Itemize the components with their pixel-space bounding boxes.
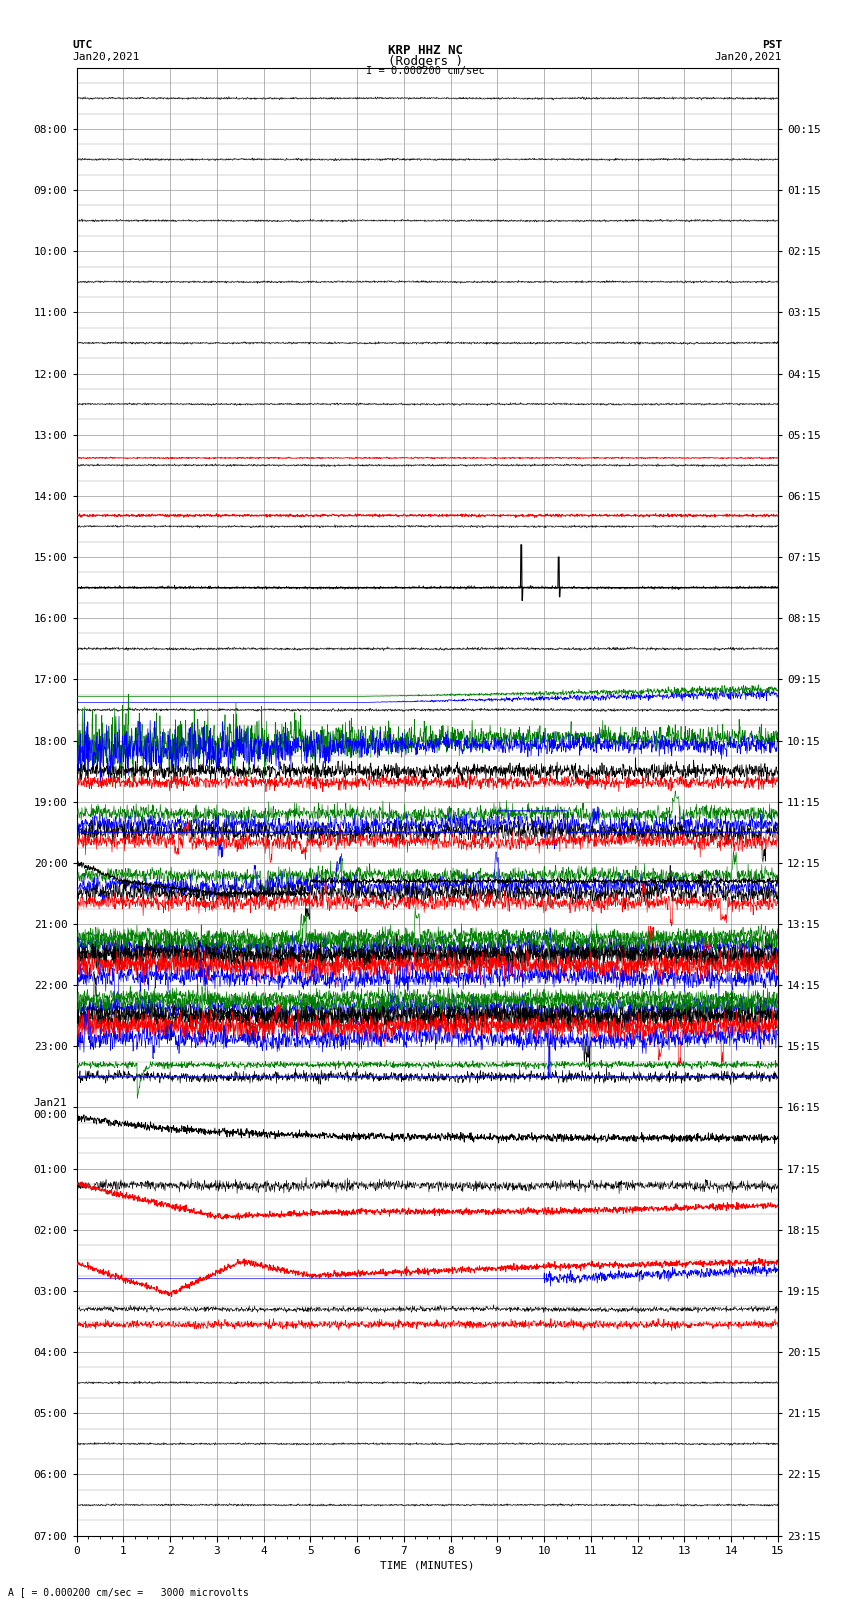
Text: KRP HHZ NC: KRP HHZ NC (388, 44, 462, 56)
Text: Jan20,2021: Jan20,2021 (715, 52, 782, 61)
Text: (Rodgers ): (Rodgers ) (388, 55, 462, 68)
Text: PST: PST (762, 40, 782, 50)
X-axis label: TIME (MINUTES): TIME (MINUTES) (380, 1560, 474, 1569)
Text: A [ = 0.000200 cm/sec =   3000 microvolts: A [ = 0.000200 cm/sec = 3000 microvolts (8, 1587, 249, 1597)
Text: I = 0.000200 cm/sec: I = 0.000200 cm/sec (366, 66, 484, 76)
Text: Jan20,2021: Jan20,2021 (72, 52, 139, 61)
Text: UTC: UTC (72, 40, 93, 50)
